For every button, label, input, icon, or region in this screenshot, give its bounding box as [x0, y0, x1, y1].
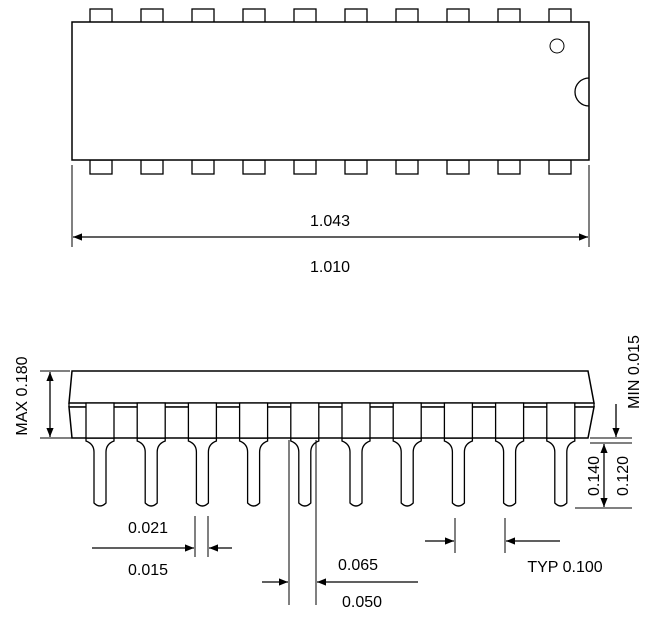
- lead: [392, 437, 422, 507]
- top-pin-lower: [344, 159, 368, 175]
- top-view: 1.043 1.010: [71, 8, 590, 276]
- lead-shoulder: [136, 402, 166, 439]
- top-pin-upper: [140, 8, 164, 24]
- lead: [546, 437, 576, 507]
- lead-shoulders: [85, 402, 576, 439]
- top-pin-upper: [293, 8, 317, 24]
- top-pin-lower: [395, 159, 419, 175]
- lead-width-max-label: 0.021: [128, 520, 168, 537]
- top-pin-lower: [293, 159, 317, 175]
- top-pin-lower: [191, 159, 215, 175]
- orientation-notch: [574, 77, 590, 107]
- lead: [187, 437, 218, 507]
- lead-shoulder: [494, 402, 525, 439]
- lead-shoulder: [238, 402, 269, 439]
- top-pin-lower: [548, 159, 572, 175]
- top-pin-lower: [140, 159, 164, 175]
- lead-shoulder: [341, 402, 371, 439]
- top-pin-lower: [89, 159, 113, 175]
- lead-length-min-label: 0.120: [615, 456, 632, 496]
- lead-shoulder: [443, 402, 474, 439]
- package-body-side-upper: [68, 370, 595, 404]
- lead: [85, 437, 115, 507]
- lead-shoulder: [546, 402, 576, 439]
- length-max-label: 1.043: [310, 213, 350, 230]
- lead: [290, 437, 320, 507]
- lead-shoulder: [290, 402, 320, 439]
- shoulder-min-label: 0.050: [342, 594, 382, 611]
- lead: [238, 437, 269, 507]
- top-pin-upper: [548, 8, 572, 24]
- top-pin-upper: [344, 8, 368, 24]
- side-view: MAX 0.180 MIN 0.015 0.140 0.120 0.021 0.…: [14, 335, 643, 611]
- top-pin-upper: [395, 8, 419, 24]
- package-body-top: [71, 21, 590, 161]
- lead-length-max-label: 0.140: [586, 456, 603, 496]
- lead: [341, 437, 371, 507]
- standoff-min-label: MIN 0.015: [626, 335, 643, 409]
- shoulder-max-label: 0.065: [338, 557, 378, 574]
- lead-shoulder: [187, 402, 218, 439]
- top-pin-upper: [89, 8, 113, 24]
- lead-shoulder: [392, 402, 422, 439]
- top-pin-upper: [446, 8, 470, 24]
- pitch-label: TYP 0.100: [527, 559, 602, 576]
- top-pin-lower: [446, 159, 470, 175]
- pin1-marker-dot: [549, 38, 565, 54]
- top-pins-lower-row: [89, 159, 572, 175]
- lead-shoulder: [85, 402, 115, 439]
- lead: [136, 437, 166, 507]
- top-pin-upper: [497, 8, 521, 24]
- top-pin-lower: [242, 159, 266, 175]
- top-pins-upper-row: [89, 8, 572, 24]
- lead-width-min-label: 0.015: [128, 562, 168, 579]
- length-min-label: 1.010: [310, 259, 350, 276]
- lead: [494, 437, 525, 507]
- side-leads: [85, 437, 576, 507]
- top-pin-lower: [497, 159, 521, 175]
- top-pin-upper: [191, 8, 215, 24]
- height-max-label: MAX 0.180: [14, 356, 31, 435]
- lead: [443, 437, 474, 507]
- top-pin-upper: [242, 8, 266, 24]
